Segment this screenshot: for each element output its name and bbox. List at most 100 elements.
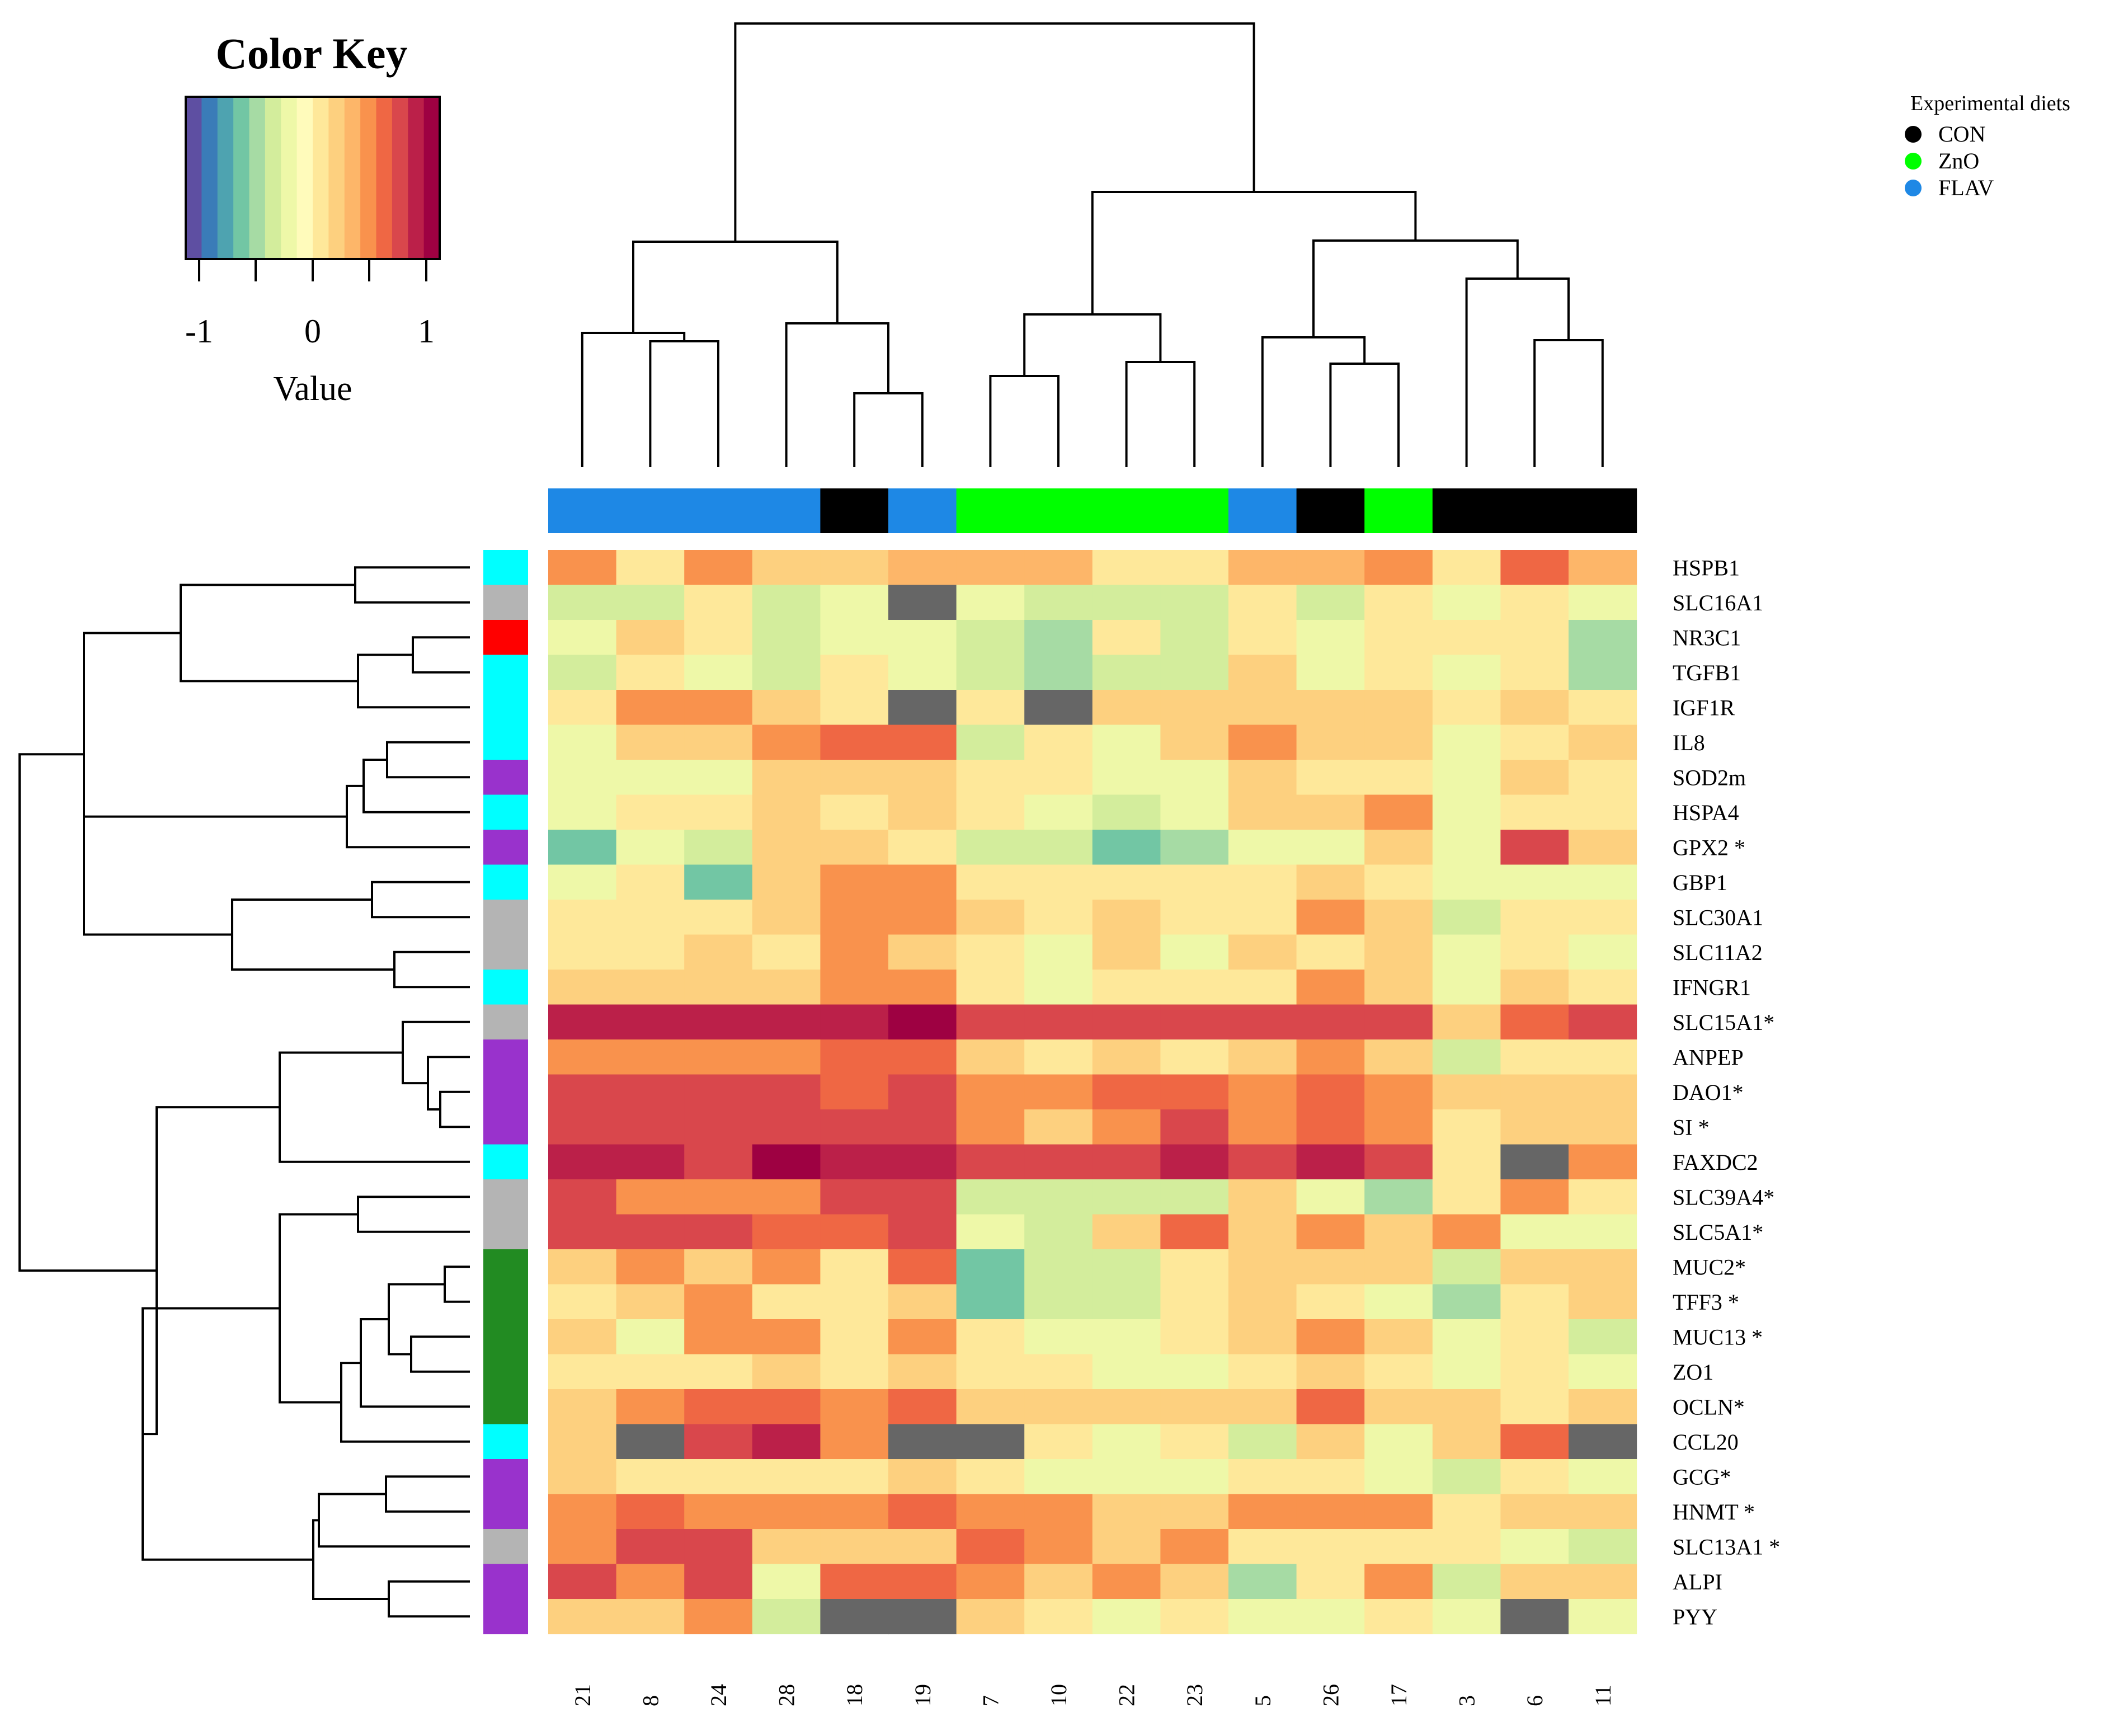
heatmap-cell [1364, 794, 1433, 830]
heatmap-cell [1432, 934, 1501, 970]
heatmap-cell [1024, 1004, 1093, 1040]
sample-group-cell [1569, 488, 1637, 533]
heatmap-cell [956, 724, 1025, 760]
heatmap-cell [1160, 1424, 1229, 1460]
heatmap-cell [1364, 1494, 1433, 1530]
color-key-swatch [217, 97, 234, 259]
legend-title: Experimental diets [1910, 92, 2070, 115]
sample-group-cell [820, 488, 889, 533]
heatmap-cell [1228, 970, 1297, 1005]
heatmap-cell [1024, 1529, 1093, 1565]
column-dendrogram-link [649, 340, 719, 467]
heatmap-cell [684, 1249, 753, 1285]
heatmap-cell [548, 585, 617, 620]
heatmap-cell [888, 900, 957, 935]
sample-label: 28 [774, 1684, 799, 1706]
heatmap-cell [1092, 1564, 1161, 1599]
color-key-swatch [186, 97, 202, 259]
heatmap-cell [1569, 1599, 1637, 1635]
heatmap-cell [820, 1004, 889, 1040]
heatmap-cell [1569, 864, 1637, 900]
heatmap-cell [820, 1564, 889, 1599]
heatmap-cell [1569, 1354, 1637, 1390]
heatmap-cell [1569, 794, 1637, 830]
heatmap-cell [820, 864, 889, 900]
heatmap-cell [1432, 1494, 1501, 1530]
sample-group-cell [752, 488, 821, 533]
sample-label: 22 [1114, 1684, 1139, 1706]
heatmap-cell [548, 830, 617, 865]
column-dendrogram-link [581, 332, 686, 467]
heatmap-cell [1569, 1004, 1637, 1040]
heatmap-cell [752, 724, 821, 760]
gene-label: SLC5A1* [1673, 1220, 1763, 1245]
heatmap-cell [752, 585, 821, 620]
row-dendrogram-link [142, 1307, 313, 1561]
heatmap-cell [1160, 690, 1229, 726]
sample-label: 23 [1182, 1684, 1207, 1706]
heatmap-cell [616, 1424, 685, 1460]
heatmap-cell [1569, 1389, 1637, 1425]
heatmap-cell [1092, 1599, 1161, 1635]
heatmap-cell [820, 900, 889, 935]
heatmap-cell [1432, 585, 1501, 620]
heatmap-cell [1432, 1564, 1501, 1599]
column-dendrogram-link [1091, 191, 1417, 314]
heatmap-cell [616, 1039, 685, 1075]
heatmap-cell [1296, 1109, 1365, 1145]
heatmap-cell [1160, 1529, 1229, 1565]
heatmap-cell [616, 1214, 685, 1250]
heatmap-cell [1364, 1459, 1433, 1495]
heatmap-cell [820, 1074, 889, 1110]
heatmap-cell [752, 1599, 821, 1635]
heatmap-cell [1296, 1354, 1365, 1390]
heatmap-cell [1500, 1004, 1569, 1040]
heatmap-cell [1364, 1179, 1433, 1215]
heatmap-cell [1569, 1459, 1637, 1495]
heatmap-cell [752, 1039, 821, 1075]
sample-label: 19 [910, 1684, 935, 1706]
heatmap-cell [1569, 1424, 1637, 1460]
heatmap-cell [1364, 934, 1433, 970]
heatmap-cell [1432, 1004, 1501, 1040]
heatmap-cell [1160, 1004, 1229, 1040]
color-key-tick-neg1: -1 [185, 313, 213, 350]
heatmap-cell [1228, 724, 1297, 760]
gene-label: OCLN* [1673, 1394, 1745, 1419]
heatmap-cell [956, 1284, 1025, 1320]
heatmap-cell [1092, 1144, 1161, 1180]
heatmap-cell [1228, 1039, 1297, 1075]
gene-label: CCL20 [1673, 1429, 1739, 1455]
heatmap-cell [1500, 864, 1569, 900]
sample-group-cell [1228, 488, 1297, 533]
heatmap-cell [1092, 864, 1161, 900]
heatmap-cell [1500, 934, 1569, 970]
heatmap-cell [1296, 1424, 1365, 1460]
heatmap-cell [956, 1319, 1025, 1355]
heatmap-cell [1500, 1249, 1569, 1285]
heatmap-cell [1432, 1424, 1501, 1460]
heatmap-cell [548, 1109, 617, 1145]
heatmap-cell [1432, 1039, 1501, 1075]
legend-label-con: CON [1938, 121, 1985, 147]
heatmap-cell [1296, 794, 1365, 830]
row-dendrogram-link [385, 1475, 470, 1513]
heatmap-cell [1432, 620, 1501, 656]
gene-category-bar [483, 550, 528, 1635]
heatmap-cell [1092, 1424, 1161, 1460]
heatmap-cell [1364, 830, 1433, 865]
heatmap-cell [1296, 1599, 1365, 1635]
heatmap-cell [888, 1529, 957, 1565]
heatmap-cell [1432, 1179, 1501, 1215]
heatmap-cell [1500, 1179, 1569, 1215]
heatmap-cell [1569, 620, 1637, 656]
sample-group-cell [1024, 488, 1093, 533]
heatmap-cell [1296, 1319, 1365, 1355]
heatmap-cell [1432, 1354, 1501, 1390]
heatmap-cell [888, 724, 957, 760]
heatmap-cell [684, 1599, 753, 1635]
heatmap-cell [1092, 1354, 1161, 1390]
column-dendrogram-link [1312, 239, 1519, 337]
heatmap-cell [1024, 794, 1093, 830]
